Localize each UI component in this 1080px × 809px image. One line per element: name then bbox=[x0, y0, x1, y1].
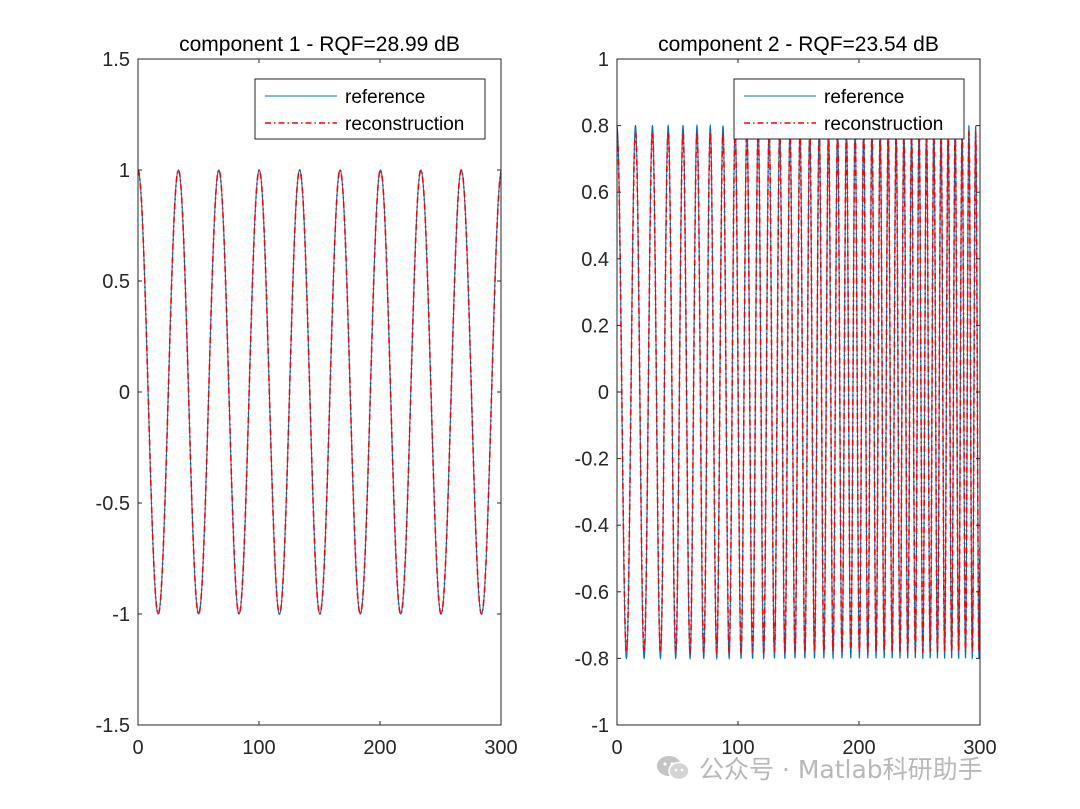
x-tick-label: 200 bbox=[363, 737, 396, 759]
y-tick-label: -0.8 bbox=[575, 648, 609, 670]
legend-label-reference: reference bbox=[824, 87, 904, 108]
x-tick-label: 300 bbox=[963, 737, 996, 759]
y-tick-label: -1 bbox=[591, 715, 609, 737]
legend: reference reconstruction bbox=[733, 78, 965, 140]
y-tick-label: 0 bbox=[598, 382, 609, 404]
legend-label-reconstruction: reconstruction bbox=[345, 114, 464, 135]
legend-box bbox=[254, 78, 486, 140]
y-tick-label: -0.5 bbox=[96, 493, 130, 515]
watermark: 公众号 · Matlab科研助手 bbox=[655, 750, 983, 786]
y-tick-label: 0.8 bbox=[581, 116, 609, 138]
x-tick-label: 200 bbox=[842, 737, 875, 759]
chart-panel-component-2: -1 -0.8 -0.6 -0.4 -0.2 0 0.2 0.4 0.6 0.8 1 0 100 200 3… bbox=[575, 33, 997, 759]
chart-title: component 2 - RQF=23.54 dB bbox=[658, 33, 939, 56]
y-tick-label: -1 bbox=[112, 604, 130, 626]
x-tick-label: 100 bbox=[721, 737, 754, 759]
y-tick-label: 0.6 bbox=[581, 182, 609, 204]
legend-label-reference: reference bbox=[345, 87, 425, 108]
y-tick-label: 0.4 bbox=[581, 249, 609, 271]
legend-box bbox=[733, 78, 965, 140]
x-tick-label: 100 bbox=[242, 737, 275, 759]
y-tick-label: 0.2 bbox=[581, 315, 609, 337]
y-tick-label: -0.6 bbox=[575, 582, 609, 604]
wechat-icon bbox=[657, 756, 690, 781]
y-tick-label: 1 bbox=[598, 49, 609, 71]
x-tick-label: 0 bbox=[611, 737, 622, 759]
legend-label-reconstruction: reconstruction bbox=[824, 114, 943, 135]
chart-title: component 1 - RQF=28.99 dB bbox=[179, 33, 460, 56]
y-tick-label: 0.5 bbox=[102, 271, 130, 293]
y-tick-label: -0.4 bbox=[575, 515, 609, 537]
chart-panel-component-1: -1.5 -1 -0.5 0 0.5 1 1.5 0 100 200 300 component 1 … bbox=[96, 33, 518, 759]
y-tick-label: -1.5 bbox=[96, 715, 130, 737]
y-tick-label: -0.2 bbox=[575, 449, 609, 471]
y-tick-label: 1 bbox=[119, 160, 130, 182]
x-tick-label: 300 bbox=[484, 737, 517, 759]
y-tick-label: 1.5 bbox=[102, 49, 130, 71]
series-line-reconstruction bbox=[138, 169, 501, 615]
legend: reference reconstruction bbox=[254, 78, 486, 140]
x-tick-label: 0 bbox=[132, 737, 143, 759]
y-tick-label: 0 bbox=[119, 382, 130, 404]
axes-box bbox=[137, 58, 502, 726]
watermark-text: 公众号 · Matlab科研助手 bbox=[699, 755, 983, 784]
